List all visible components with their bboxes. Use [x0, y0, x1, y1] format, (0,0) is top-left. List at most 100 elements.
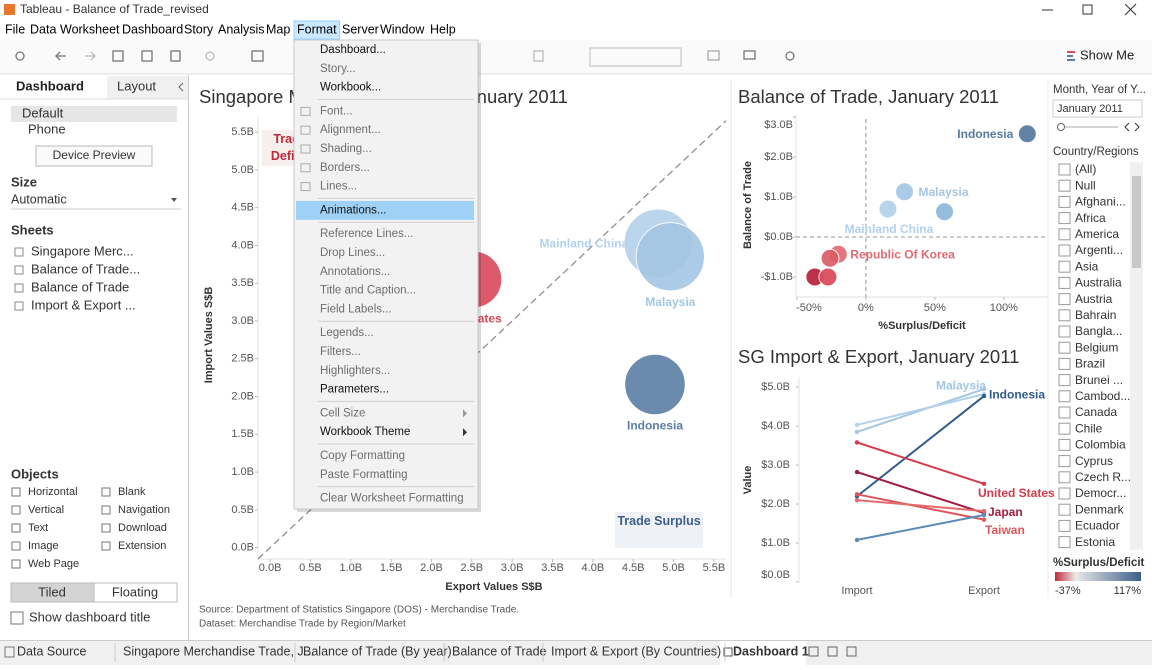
new-sheet-icon[interactable]	[251, 50, 264, 62]
sheet-item[interactable]: Singapore Merc...	[31, 243, 134, 258]
country-option[interactable]: Denmark	[1075, 502, 1125, 516]
country-option[interactable]: Asia	[1075, 259, 1099, 273]
country-checkbox[interactable]	[1058, 244, 1071, 257]
country-option[interactable]: Estonia	[1075, 535, 1115, 549]
panel-tab[interactable]: Layout	[117, 78, 156, 93]
menu-item[interactable]: Data	[30, 22, 56, 36]
country-option[interactable]: Bangla...	[1075, 324, 1122, 338]
share-icon[interactable]	[785, 51, 795, 61]
country-checkbox[interactable]	[1058, 536, 1071, 549]
country-checkbox[interactable]	[1058, 471, 1071, 484]
object-item[interactable]: Extension	[118, 540, 166, 552]
country-checkbox[interactable]	[1058, 374, 1071, 387]
country-option[interactable]: (All)	[1075, 162, 1096, 176]
country-checkbox[interactable]	[1058, 390, 1071, 403]
floating-button[interactable]	[93, 582, 178, 603]
country-checkbox[interactable]	[1058, 276, 1071, 289]
country-option[interactable]: Africa	[1075, 211, 1106, 225]
presentation-icon[interactable]	[707, 50, 720, 61]
country-checkbox[interactable]	[1058, 406, 1071, 419]
country-checkbox[interactable]	[1058, 519, 1071, 532]
country-option[interactable]: Argenti...	[1075, 243, 1123, 257]
country-option[interactable]: Ecuador	[1075, 519, 1120, 533]
country-checkbox[interactable]	[1058, 293, 1071, 306]
sheet-tab[interactable]: Import & Export (By Countries)	[551, 644, 721, 658]
save-icon[interactable]	[112, 50, 124, 62]
menu-option[interactable]: Animations...	[320, 204, 386, 216]
collapse-icon[interactable]	[178, 82, 184, 92]
country-checkbox[interactable]	[1058, 212, 1071, 225]
country-checkbox[interactable]	[1058, 179, 1071, 192]
new-source-icon[interactable]	[141, 50, 153, 62]
menu-option[interactable]: Workbook...	[320, 82, 381, 94]
country-checkbox[interactable]	[1058, 341, 1071, 354]
dropdown-arrow[interactable]	[171, 198, 177, 202]
menu-item[interactable]: Window	[380, 22, 425, 36]
country-checkbox[interactable]	[1058, 195, 1071, 208]
country-checkbox[interactable]	[1058, 487, 1071, 500]
new-worksheet[interactable]	[808, 646, 819, 657]
menu-item[interactable]: File	[5, 22, 25, 36]
object-item[interactable]: Vertical	[28, 504, 64, 516]
menu-item[interactable]: Map	[266, 22, 290, 36]
new-dashboard[interactable]	[827, 646, 838, 657]
country-option[interactable]: Chile	[1075, 421, 1103, 435]
device-option[interactable]: Default	[22, 105, 64, 120]
object-item[interactable]: Text	[28, 522, 48, 534]
menu-item[interactable]: Help	[430, 22, 456, 36]
size-value[interactable]: Automatic	[11, 192, 67, 206]
object-item[interactable]: Horizontal	[28, 486, 78, 498]
panel-tab[interactable]: Dashboard	[16, 78, 84, 93]
device-option[interactable]: Phone	[28, 121, 66, 136]
country-option[interactable]: Bahrain	[1075, 308, 1116, 322]
device-icon[interactable]	[743, 50, 756, 60]
sheet-tab[interactable]: Balance of Trade	[452, 644, 547, 658]
country-checkbox[interactable]	[1058, 503, 1071, 516]
undo-icon[interactable]	[55, 51, 66, 61]
menu-item[interactable]: Story	[184, 22, 214, 36]
sheet-item[interactable]: Balance of Trade...	[31, 261, 140, 276]
country-option[interactable]: Cyprus	[1075, 454, 1113, 468]
country-checkbox[interactable]	[1058, 163, 1071, 176]
month-input[interactable]	[1052, 99, 1143, 118]
menu-option[interactable]: Parameters...	[320, 384, 389, 396]
object-item[interactable]: Image	[28, 540, 59, 552]
slider-prev[interactable]	[1124, 122, 1130, 132]
sheet-tab[interactable]: Dashboard 1	[733, 644, 809, 658]
country-option[interactable]: Canada	[1075, 405, 1117, 419]
country-option[interactable]: Null	[1075, 178, 1096, 192]
country-checkbox[interactable]	[1058, 422, 1071, 435]
sheet-item[interactable]: Import & Export ...	[31, 297, 136, 312]
country-checkbox[interactable]	[1058, 438, 1071, 451]
show-me-button[interactable]: Show Me	[1080, 47, 1134, 62]
object-item[interactable]: Blank	[118, 486, 146, 498]
country-checkbox[interactable]	[1058, 455, 1071, 468]
slider-handle[interactable]	[1057, 123, 1065, 131]
menu-option[interactable]: Workbook Theme	[320, 426, 410, 438]
country-option[interactable]: Australia	[1075, 276, 1122, 290]
menu-item[interactable]: Dashboard	[122, 22, 183, 36]
country-option[interactable]: Austria	[1075, 292, 1113, 306]
sheet-tab[interactable]: Data Source	[17, 644, 87, 658]
country-checkbox[interactable]	[1058, 260, 1071, 273]
object-item[interactable]: Navigation	[118, 504, 170, 516]
sheet-tab[interactable]: Singapore Merchandise Trade, J...	[123, 644, 314, 658]
country-option[interactable]: Afghani...	[1075, 195, 1126, 209]
object-item[interactable]: Download	[118, 522, 167, 534]
tool-icon[interactable]	[15, 51, 25, 61]
device-preview-button[interactable]	[35, 145, 153, 167]
country-option[interactable]: America	[1075, 227, 1119, 241]
country-checkbox[interactable]	[1058, 228, 1071, 241]
scroll-thumb[interactable]	[1132, 176, 1141, 268]
fit-dropdown[interactable]	[589, 47, 682, 67]
checkbox[interactable]	[10, 611, 24, 625]
country-checkbox[interactable]	[1058, 357, 1071, 370]
country-option[interactable]: Brazil	[1075, 357, 1105, 371]
country-checkbox[interactable]	[1058, 309, 1071, 322]
menu-item[interactable]: Server	[342, 22, 379, 36]
restore-button[interactable]	[1082, 4, 1093, 15]
sheet-tab[interactable]: Balance of Trade (By year)	[303, 644, 452, 658]
sheet-item[interactable]: Balance of Trade	[31, 279, 129, 294]
show-me-icon[interactable]	[1067, 51, 1075, 61]
label-icon[interactable]	[533, 50, 544, 62]
